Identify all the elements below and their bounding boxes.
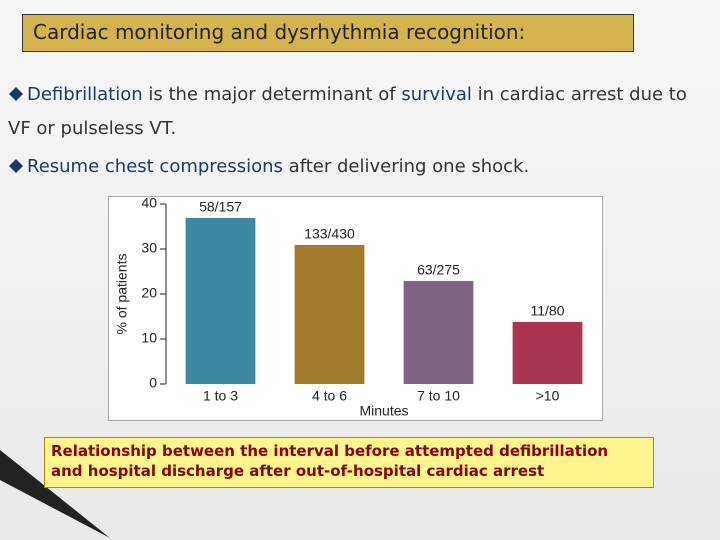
caption: Relationship between the interval before…: [44, 437, 654, 488]
decoration: [0, 450, 110, 538]
data-label: 58/157: [199, 199, 242, 215]
bullet: Defibrillation is the major determinant …: [8, 78, 698, 146]
data-label: 11/80: [531, 303, 565, 319]
text: in cardiac arrest due to VF or pulseless…: [8, 84, 687, 139]
data-label: 133/430: [304, 226, 355, 242]
y-tick-label: 0: [149, 375, 157, 391]
y-tick-label: 10: [141, 330, 157, 346]
x-tick-label: 7 to 10: [417, 388, 460, 404]
y-tick-label: 20: [141, 285, 157, 301]
x-tick-label: >10: [536, 388, 560, 404]
bar: [185, 217, 256, 384]
bar: [403, 280, 474, 384]
caption-line: and hospital discharge after out-of-hosp…: [51, 462, 545, 480]
text: after delivering one shock.: [282, 156, 530, 177]
slide-title: Cardiac monitoring and dysrhythmia recog…: [22, 14, 634, 52]
bar: [512, 321, 583, 384]
x-tick-label: 1 to 3: [203, 388, 238, 404]
bullet-icon: [9, 87, 23, 101]
bullet: Resume chest compressions after deliveri…: [8, 150, 698, 184]
bar: [294, 244, 365, 384]
y-tick-label: 30: [141, 240, 157, 256]
x-tick-label: 4 to 6: [312, 388, 347, 404]
chart: % of patients Minutes 0 10 20 30 40 1 to 3 58/…: [108, 196, 603, 421]
emphasis: survival: [401, 84, 472, 105]
bullet-icon: [9, 159, 23, 173]
text: is the major determinant of: [142, 84, 402, 105]
caption-line: Relationship between the interval before…: [51, 442, 609, 460]
emphasis: Resume chest compressions: [27, 156, 283, 177]
data-label: 63/275: [417, 262, 460, 278]
y-tick-label: 40: [141, 196, 157, 211]
x-axis-label: Minutes: [359, 403, 408, 419]
y-axis-label: % of patients: [114, 254, 130, 335]
emphasis: Defibrillation: [27, 84, 143, 105]
